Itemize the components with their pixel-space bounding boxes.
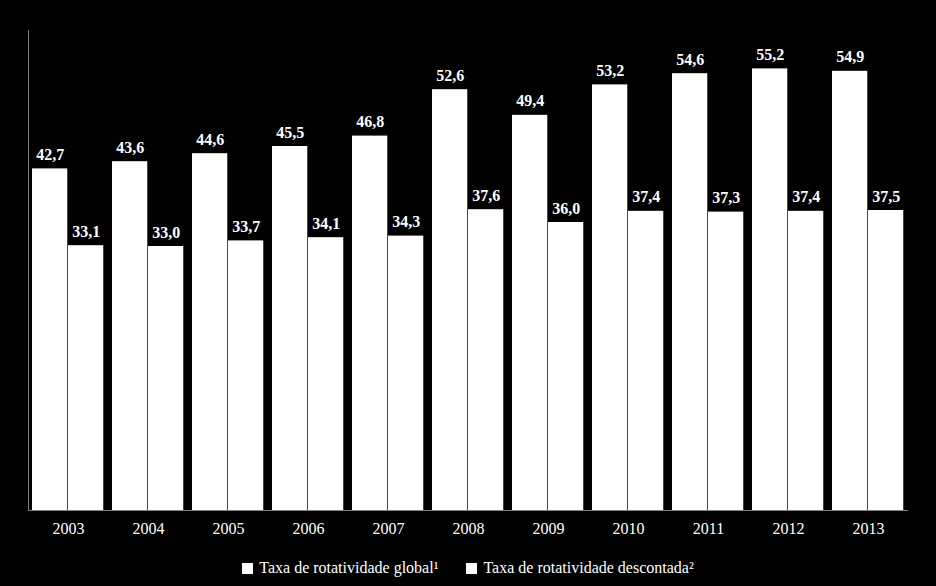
svg-text:2003: 2003 [53,520,85,537]
svg-text:43,6: 43,6 [116,139,144,156]
svg-text:44,6: 44,6 [196,131,224,148]
svg-text:33,1: 33,1 [72,223,100,240]
svg-text:54,9: 54,9 [836,48,864,65]
svg-text:54,6: 54,6 [676,51,704,68]
svg-text:55,2: 55,2 [756,46,784,63]
svg-text:2006: 2006 [293,520,325,537]
svg-text:2013: 2013 [853,520,885,537]
svg-text:34,1: 34,1 [312,215,340,232]
svg-text:2010: 2010 [613,520,645,537]
svg-text:45,5: 45,5 [276,124,304,141]
svg-text:2009: 2009 [533,520,565,537]
svg-text:2012: 2012 [773,520,805,537]
html-text:Taxa de rotatividade descontad: Taxa de rotatividade descontada² [483,559,694,576]
svg-text:37,4: 37,4 [792,188,820,205]
svg-text:2008: 2008 [453,520,485,537]
svg-text:37,6: 37,6 [472,187,500,204]
svg-text:2011: 2011 [693,520,724,537]
svg-text:33,0: 33,0 [152,224,180,241]
svg-text:37,5: 37,5 [872,188,900,205]
svg-text:53,2: 53,2 [596,62,624,79]
html-text:Taxa de rotatividade global¹: Taxa de rotatividade global¹ [259,559,439,576]
svg-text:49,4: 49,4 [516,92,544,109]
svg-text:42,7: 42,7 [36,146,64,163]
svg-text:36,0: 36,0 [552,200,580,217]
svg-text:33,7: 33,7 [232,218,260,235]
svg-text:37,4: 37,4 [632,188,660,205]
svg-text:2007: 2007 [373,520,405,537]
svg-text:46,8: 46,8 [356,113,384,130]
svg-text:2005: 2005 [213,520,245,537]
svg-text:2004: 2004 [133,520,165,537]
svg-text:37,3: 37,3 [712,189,740,206]
svg-text:52,6: 52,6 [436,67,464,84]
svg-text:34,3: 34,3 [392,213,420,230]
